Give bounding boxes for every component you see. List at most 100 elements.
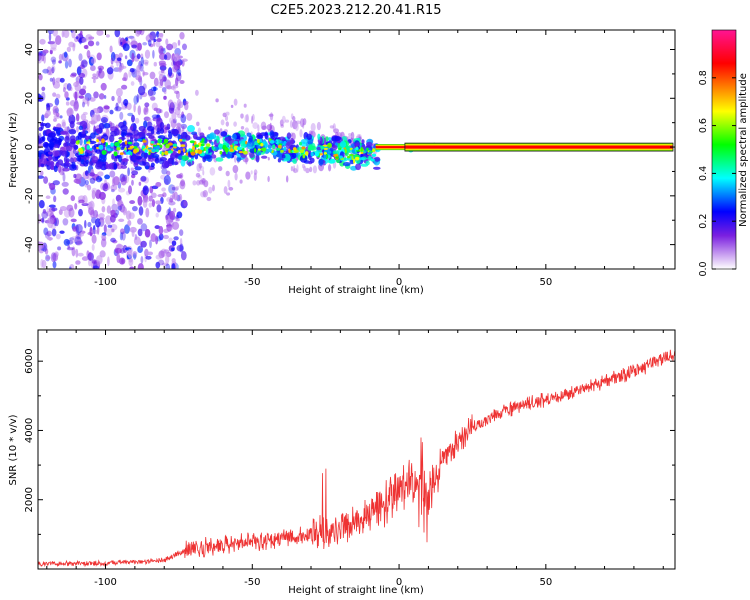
spectral-blob [47,155,53,161]
spectral-blob [91,145,96,150]
spectral-blob [103,224,107,234]
spectral-blob [173,236,179,241]
spectral-blob [140,175,147,182]
spectral-blob [292,147,297,151]
spectral-blob [224,136,233,142]
spectral-blob [81,124,87,132]
spectral-blob [318,158,324,166]
spectral-blob [95,214,99,219]
spectral-blob [275,147,281,151]
spectral-blob [258,151,262,156]
spectral-blob [127,141,133,145]
spectral-blob [171,111,177,121]
spectral-blob [281,115,286,124]
spectral-blob [233,140,239,145]
spectral-blob [145,34,153,43]
spectral-blob [180,131,188,140]
spectral-blob [112,176,120,186]
snr-ticks: -100 -50 0 50 2000 4000 6000 [24,330,675,588]
spectral-blob [172,207,177,213]
spectral-blob [80,113,87,121]
spectral-blob [206,148,209,154]
spectral-blob [72,226,77,232]
spectral-blob [64,60,69,69]
spectral-blob [66,247,75,251]
ridge-segment-main [404,142,674,152]
spectral-blob [45,210,52,217]
spectral-blob [46,66,52,76]
spectral-blob [166,225,174,231]
spectral-blob [299,155,308,163]
snr-ylabel: SNR (10 * v/v) [8,414,19,485]
spectral-blob [84,92,92,101]
spectral-blob [105,215,112,225]
spectral-blob [278,153,283,160]
spectral-blob [79,133,88,139]
spectral-blob [242,150,248,155]
spectral-blob [100,234,106,239]
spectral-blob [328,158,336,164]
spectral-blob [150,233,157,243]
spectral-blob [161,151,164,156]
spectral-blob [109,109,114,115]
spectrogram-xlabel: Height of straight line (km) [288,285,424,296]
spectral-blob [256,134,264,140]
spectral-blob [360,151,364,154]
spectral-blob [144,102,150,108]
spectral-blob [96,30,104,36]
spectral-blob [360,163,369,167]
spectral-blob [171,221,180,230]
spectrogram-xtick-label: -50 [244,277,260,288]
spectral-blob [69,108,73,118]
spectral-blob [82,85,87,90]
spectral-blob [267,157,270,161]
spectral-blob [119,232,123,241]
spectral-blob [89,147,93,151]
spectral-blob [119,111,124,120]
spectral-blob [99,219,105,223]
spectral-blob [111,228,115,233]
spectral-blob [109,45,113,53]
spectral-blob [142,59,149,65]
spectrogram-ticks: -100 -50 0 50 -40 -20 0 20 40 [24,30,675,288]
spectral-blob [323,147,328,150]
spectral-blob [110,184,118,191]
spectral-blob [60,131,67,135]
spectral-blob [106,144,111,149]
spectral-blob [177,39,181,46]
spectral-blob [52,150,60,157]
spectral-blob [41,86,46,91]
spectral-blob [137,218,143,225]
spectral-blob [52,92,57,97]
spectral-blob [329,125,335,129]
spectral-blob [351,143,355,148]
spectral-blob [132,205,138,212]
spectral-blob [233,98,238,106]
spectral-blob [133,129,140,137]
spectral-blob [148,202,153,208]
snr-xtick-label: -50 [244,577,260,588]
spectral-blob [131,44,138,49]
spectral-blob [82,101,85,108]
spectral-blob [66,83,72,91]
spectral-blob [284,119,290,123]
spectral-blob [98,122,105,130]
spectral-blob [89,177,96,184]
spectral-blob [272,144,276,150]
spectral-blob [47,132,56,138]
spectral-blob [99,250,106,258]
spectral-blob [342,161,351,167]
spectral-blob [134,166,142,171]
spectral-blob [200,145,204,151]
spectral-blob [371,153,377,157]
spectral-blob [181,58,188,62]
spectral-blob [52,77,56,86]
spectral-blob [138,206,144,216]
spectral-blob [63,51,68,58]
spectral-blob [53,128,58,132]
spectral-blob [46,129,52,134]
spectral-blob [123,99,129,106]
spectral-blob [360,146,363,152]
spectral-blob [190,151,196,156]
spectral-blob [170,184,176,192]
